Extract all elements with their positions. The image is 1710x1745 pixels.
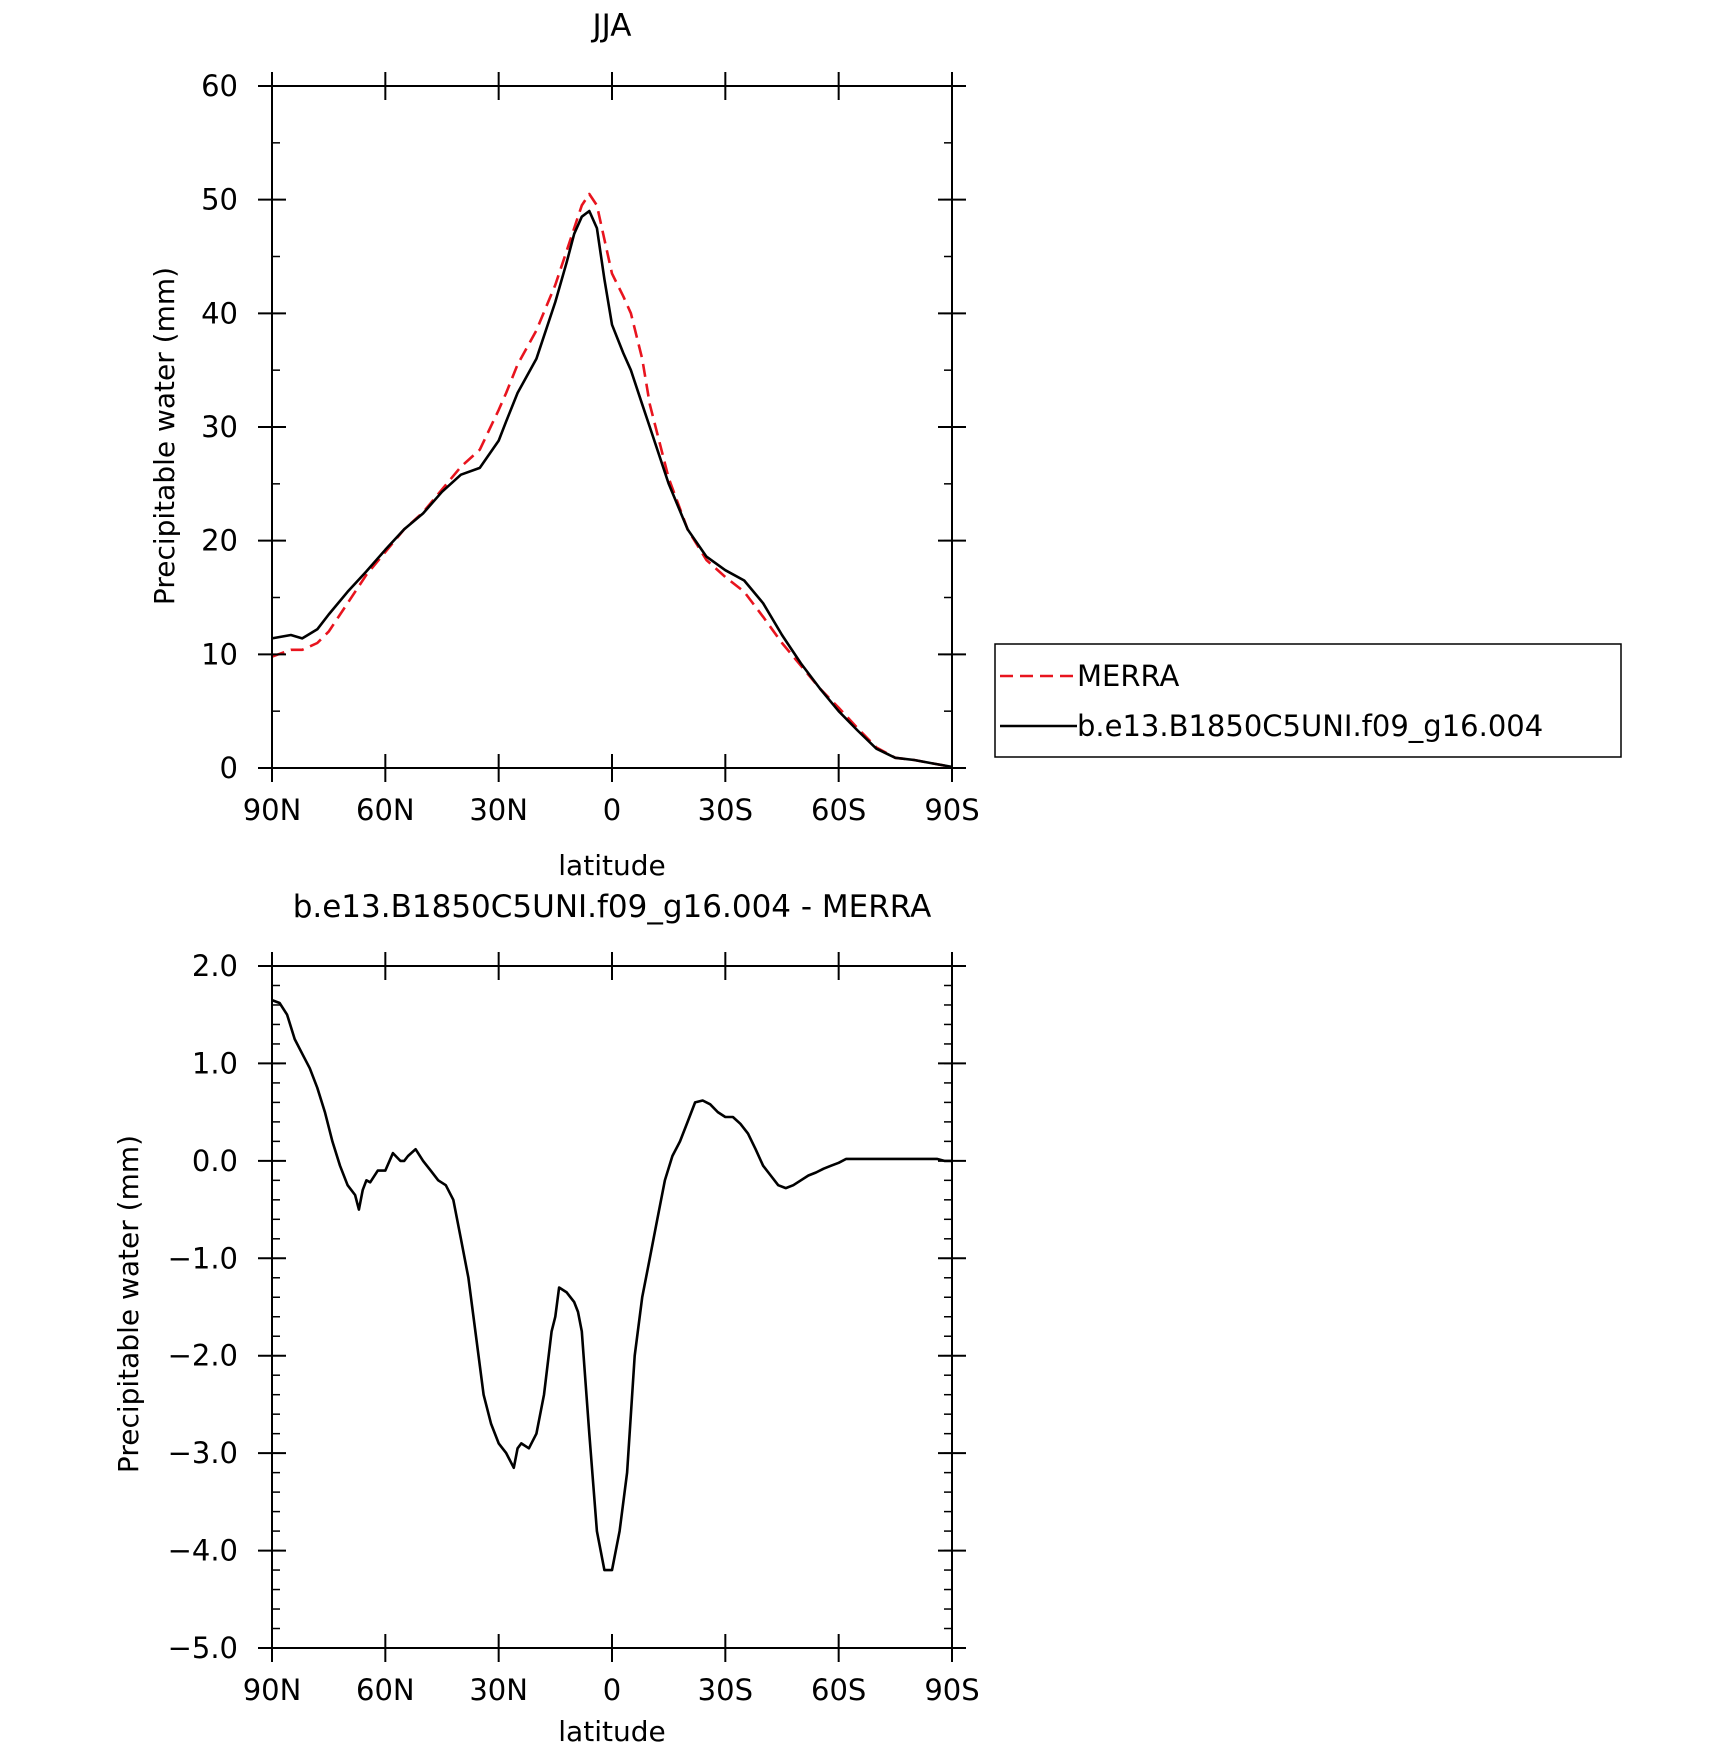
top-xtick-label: 30S — [698, 793, 753, 827]
bottom-chart-title: b.e13.B1850C5UNI.f09_g16.004 - MERRA — [293, 889, 932, 925]
top-ytick-label: 40 — [201, 296, 238, 330]
top-xtick-label: 0 — [603, 793, 621, 827]
top-chart-ylabel: Precipitable water (mm) — [148, 267, 181, 605]
bottom-ytick-label: −3.0 — [168, 1436, 238, 1470]
top-ytick-label: 10 — [201, 637, 238, 671]
top-chart-xlabel: latitude — [558, 849, 665, 882]
bottom-ytick-label: −2.0 — [168, 1339, 238, 1373]
bottom-ytick-label: −1.0 — [168, 1241, 238, 1275]
top-ytick-label: 50 — [201, 183, 238, 217]
top-chart-title: JJA — [591, 8, 632, 44]
top-ytick-label: 30 — [201, 410, 238, 444]
top-xtick-label: 90S — [924, 793, 979, 827]
bottom-series-line-0 — [271, 998, 952, 1572]
bottom-chart-ylabel: Precipitable water (mm) — [112, 1135, 145, 1473]
top-ytick-label: 20 — [201, 524, 238, 558]
panel-bottom-difference: b.e13.B1850C5UNI.f09_g16.004 - MERRA lat… — [112, 889, 980, 1745]
top-xtick-label: 30N — [469, 793, 528, 827]
bottom-plot-frame — [271, 965, 953, 1649]
bottom-ytick-label: −5.0 — [168, 1631, 238, 1665]
bottom-xtick-label: 30N — [469, 1673, 528, 1707]
bottom-xtick-label: 0 — [603, 1673, 621, 1707]
bottom-ytick-label: −4.0 — [168, 1534, 238, 1568]
bottom-ytick-label: 1.0 — [192, 1046, 238, 1080]
top-ytick-label: 60 — [201, 69, 238, 103]
legend-box — [994, 643, 1622, 758]
top-ytick-label: 0 — [220, 751, 238, 785]
bottom-xtick-label: 30S — [698, 1673, 753, 1707]
panel-top-precipitable-water: JJA latitude Precipitable water (mm) 0 10… — [148, 8, 980, 882]
top-xtick-label: 60S — [811, 793, 866, 827]
top-series-line-1 — [271, 209, 953, 769]
top-chart-plot-area — [271, 192, 953, 769]
bottom-ytick-label: 2.0 — [192, 949, 238, 983]
bottom-chart-xlabel: latitude — [558, 1715, 665, 1745]
bottom-xtick-label: 60S — [811, 1673, 866, 1707]
bottom-chart-plot-area — [271, 998, 952, 1572]
bottom-xtick-label: 60N — [356, 1673, 415, 1707]
legend-label-model: b.e13.B1850C5UNI.f09_g16.004 — [1077, 709, 1543, 743]
legend: MERRA b.e13.B1850C5UNI.f09_g16.004 — [994, 643, 1622, 758]
bottom-xtick-label: 90N — [243, 1673, 302, 1707]
top-chart-axes: 0 10 20 30 40 50 60 90N 60N 30N 0 30S 60S 90S — [201, 69, 980, 827]
bottom-chart-axes: −5.0 −4.0 −3.0 −2.0 −1.0 0.0 1.0 2.0 90N 60N 30N 0 3… — [168, 949, 980, 1707]
top-xtick-label: 90N — [243, 793, 302, 827]
bottom-xtick-label: 90S — [924, 1673, 979, 1707]
top-series-line-0 — [271, 192, 953, 769]
bottom-ytick-label: 0.0 — [192, 1144, 238, 1178]
top-plot-frame — [271, 85, 953, 769]
legend-label-merra: MERRA — [1077, 659, 1179, 693]
top-xtick-label: 60N — [356, 793, 415, 827]
